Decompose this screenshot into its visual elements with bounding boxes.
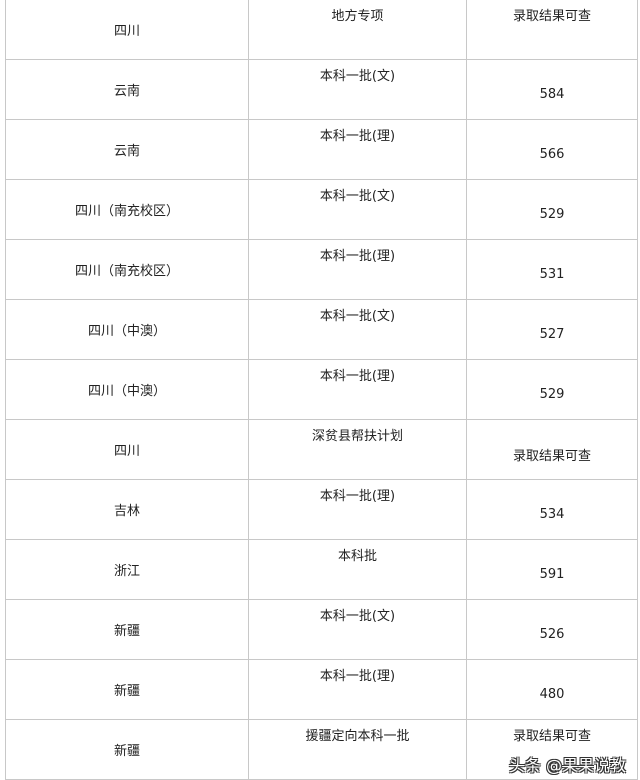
region-cell-text: 四川（南充校区） — [74, 204, 179, 219]
batch-cell-text: 本科一批(理) — [319, 489, 396, 504]
table-row: 新疆 援疆定向本科一批 录取结果可查 — [5, 719, 638, 780]
score-cell: 录取结果可查 — [466, 419, 638, 480]
batch-cell: 本科批 — [248, 539, 467, 600]
batch-cell-text: 本科一批(文) — [319, 189, 396, 204]
score-cell-text: 566 — [539, 147, 565, 162]
batch-cell-text: 本科批 — [337, 549, 377, 564]
batch-cell: 本科一批(理) — [248, 359, 467, 420]
batch-cell: 本科一批(文) — [248, 59, 467, 120]
score-cell-text: 531 — [539, 267, 565, 282]
score-cell-text: 527 — [539, 327, 565, 342]
score-cell: 480 — [466, 659, 638, 720]
region-cell-text: 四川 — [113, 24, 140, 39]
region-cell: 四川（南充校区） — [5, 179, 249, 240]
region-cell-text: 四川（中澳） — [87, 384, 166, 399]
region-cell: 四川 — [5, 419, 249, 480]
score-cell: 566 — [466, 119, 638, 180]
batch-cell-text: 本科一批(理) — [319, 369, 396, 384]
batch-cell-text: 本科一批(理) — [319, 129, 396, 144]
score-cell: 527 — [466, 299, 638, 360]
batch-cell: 本科一批(文) — [248, 299, 467, 360]
score-cell-text: 534 — [539, 507, 565, 522]
table-row: 云南 本科一批(理) 566 — [5, 119, 638, 180]
batch-cell-text: 本科一批(文) — [319, 609, 396, 624]
watermark: 头条 @果果说教 — [508, 756, 626, 775]
score-cell-text: 584 — [539, 87, 565, 102]
region-cell: 云南 — [5, 119, 249, 180]
table-row: 吉林 本科一批(理) 534 — [5, 479, 638, 540]
region-cell-text: 吉林 — [113, 504, 140, 519]
table-row: 四川（中澳） 本科一批(理) 529 — [5, 359, 638, 420]
batch-cell-text: 本科一批(文) — [319, 69, 396, 84]
region-cell: 四川（中澳） — [5, 299, 249, 360]
region-cell: 新疆 — [5, 659, 249, 720]
score-cell: 526 — [466, 599, 638, 660]
region-cell: 云南 — [5, 59, 249, 120]
batch-cell-text: 本科一批(理) — [319, 249, 396, 264]
score-cell: 591 — [466, 539, 638, 600]
region-cell: 新疆 — [5, 599, 249, 660]
region-cell: 浙江 — [5, 539, 249, 600]
region-cell: 新疆 — [5, 719, 249, 780]
batch-cell: 本科一批(理) — [248, 239, 467, 300]
score-cell-text: 480 — [539, 687, 565, 702]
score-cell: 录取结果可查 — [466, 0, 638, 60]
region-cell-text: 四川（南充校区） — [74, 264, 179, 279]
region-cell: 四川（南充校区） — [5, 239, 249, 300]
batch-cell: 本科一批(文) — [248, 599, 467, 660]
region-cell-text: 云南 — [113, 84, 140, 99]
batch-cell-text: 援疆定向本科一批 — [305, 729, 410, 744]
region-cell-text: 新疆 — [113, 744, 140, 759]
table-row: 四川 深贫县帮扶计划录取结果可查 — [5, 419, 638, 480]
batch-cell: 援疆定向本科一批 — [248, 719, 467, 780]
batch-cell: 本科一批(文) — [248, 179, 467, 240]
batch-cell: 深贫县帮扶计划 — [248, 419, 467, 480]
table-row: 新疆 本科一批(文) 526 — [5, 599, 638, 660]
score-cell-text: 529 — [539, 387, 565, 402]
batch-cell: 地方专项 — [248, 0, 467, 60]
score-cell-text: 录取结果可查 — [512, 729, 591, 744]
region-cell-text: 浙江 — [113, 564, 140, 579]
table-row: 浙江 本科批 591 — [5, 539, 638, 600]
score-cell: 534 — [466, 479, 638, 540]
region-cell-text: 四川（中澳） — [87, 324, 166, 339]
batch-cell: 本科一批(理) — [248, 479, 467, 540]
batch-cell-text: 地方专项 — [331, 9, 384, 24]
region-cell: 四川（中澳） — [5, 359, 249, 420]
batch-cell: 本科一批(理) — [248, 659, 467, 720]
batch-cell: 本科一批(理) — [248, 119, 467, 180]
table-row: 四川 地方专项 录取结果可查 — [5, 0, 638, 60]
score-cell: 531 — [466, 239, 638, 300]
region-cell: 四川 — [5, 0, 249, 60]
score-cell-text: 591 — [539, 567, 565, 582]
region-cell: 吉林 — [5, 479, 249, 540]
table-row: 四川（南充校区） 本科一批(理) 531 — [5, 239, 638, 300]
table-row: 云南 本科一批(文) 584 — [5, 59, 638, 120]
score-cell-text: 529 — [539, 207, 565, 222]
region-cell-text: 云南 — [113, 144, 140, 159]
batch-cell-text: 本科一批(文) — [319, 309, 396, 324]
admission-table: 四川 地方专项 录取结果可查 云南 本科一批(文) 584 云南 本科一批(理) 566 四川（南… — [5, 0, 638, 780]
table-row: 四川（中澳） 本科一批(文) 527 — [5, 299, 638, 360]
batch-cell-text: 深贫县帮扶计划 — [311, 429, 403, 444]
table-row: 新疆 本科一批(理) 480 — [5, 659, 638, 720]
score-cell-text: 录取结果可查 — [512, 9, 591, 24]
region-cell-text: 新疆 — [113, 684, 140, 699]
score-cell-text: 526 — [539, 627, 565, 642]
score-cell-text: 录取结果可查 — [512, 449, 591, 464]
region-cell-text: 四川 — [113, 444, 140, 459]
score-cell: 529 — [466, 179, 638, 240]
score-cell: 584 — [466, 59, 638, 120]
batch-cell-text: 本科一批(理) — [319, 669, 396, 684]
region-cell-text: 新疆 — [113, 624, 140, 639]
table-row: 四川（南充校区） 本科一批(文) 529 — [5, 179, 638, 240]
score-cell: 529 — [466, 359, 638, 420]
